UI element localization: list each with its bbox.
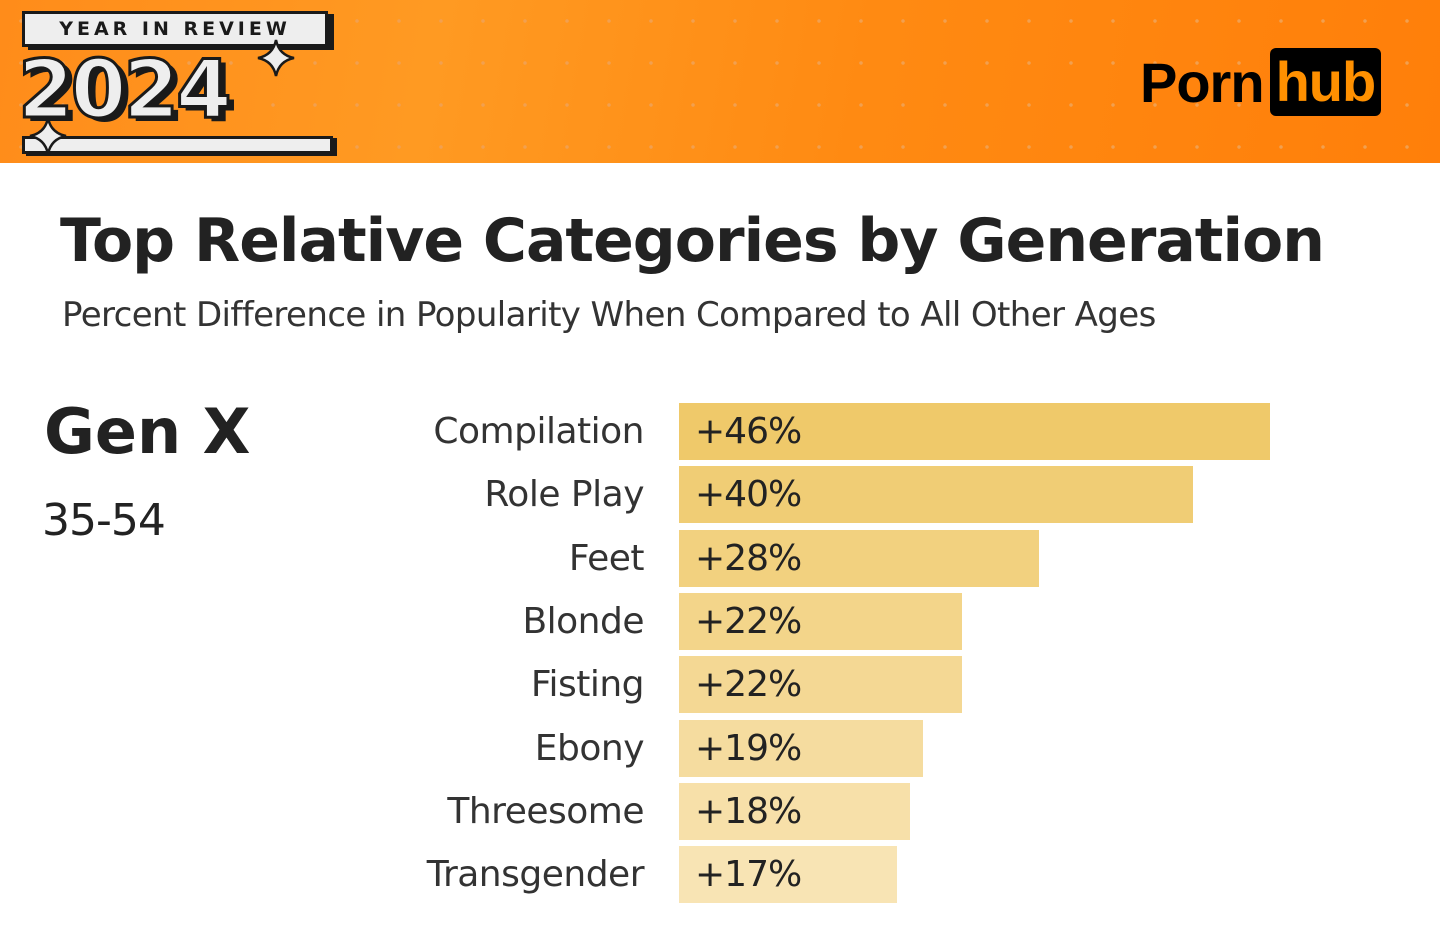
data-label: +46% <box>695 411 802 452</box>
bar <box>679 719 924 777</box>
data-label: +18% <box>695 790 802 832</box>
chart-title: Top Relative Categories by Generation <box>60 206 1325 276</box>
generation-age-range: 35-54 <box>42 495 166 546</box>
year-label: 2024 <box>17 43 234 136</box>
category-label: Threesome <box>447 790 644 832</box>
category-label: Fisting <box>530 664 645 706</box>
bar <box>679 846 898 904</box>
header-banner: YEAR IN REVIEW 2024 Porn hub <box>0 0 1440 163</box>
sparkle-star-icon <box>257 39 295 77</box>
bar <box>679 529 1039 587</box>
bar <box>679 656 962 714</box>
data-label: +19% <box>695 727 802 769</box>
category-label: Role Play <box>484 474 644 516</box>
data-label: +17% <box>695 854 802 896</box>
brand-logo: Porn hub <box>1140 48 1382 116</box>
data-label: +28% <box>695 537 802 579</box>
category-label: Compilation <box>433 411 644 452</box>
generation-name: Gen X <box>44 395 251 468</box>
data-label: +40% <box>695 474 802 516</box>
bar <box>679 782 911 840</box>
year-in-review-badge: YEAR IN REVIEW <box>22 11 328 47</box>
bar <box>679 466 1193 524</box>
badge-underline <box>22 136 333 154</box>
bar <box>679 403 1271 460</box>
sparkle-star-icon <box>29 117 67 155</box>
logo-text: Porn <box>1140 50 1265 114</box>
category-label: Feet <box>568 537 645 579</box>
chart-subtitle: Percent Difference in Popularity When Co… <box>62 295 1156 335</box>
category-label: Ebony <box>534 727 645 769</box>
bar <box>679 592 962 650</box>
category-label: Blonde <box>522 600 644 642</box>
data-label: +22% <box>695 600 802 642</box>
data-label: +22% <box>695 664 802 706</box>
category-label: Transgender <box>426 854 645 896</box>
logo-hub-text: hub <box>1269 48 1382 116</box>
